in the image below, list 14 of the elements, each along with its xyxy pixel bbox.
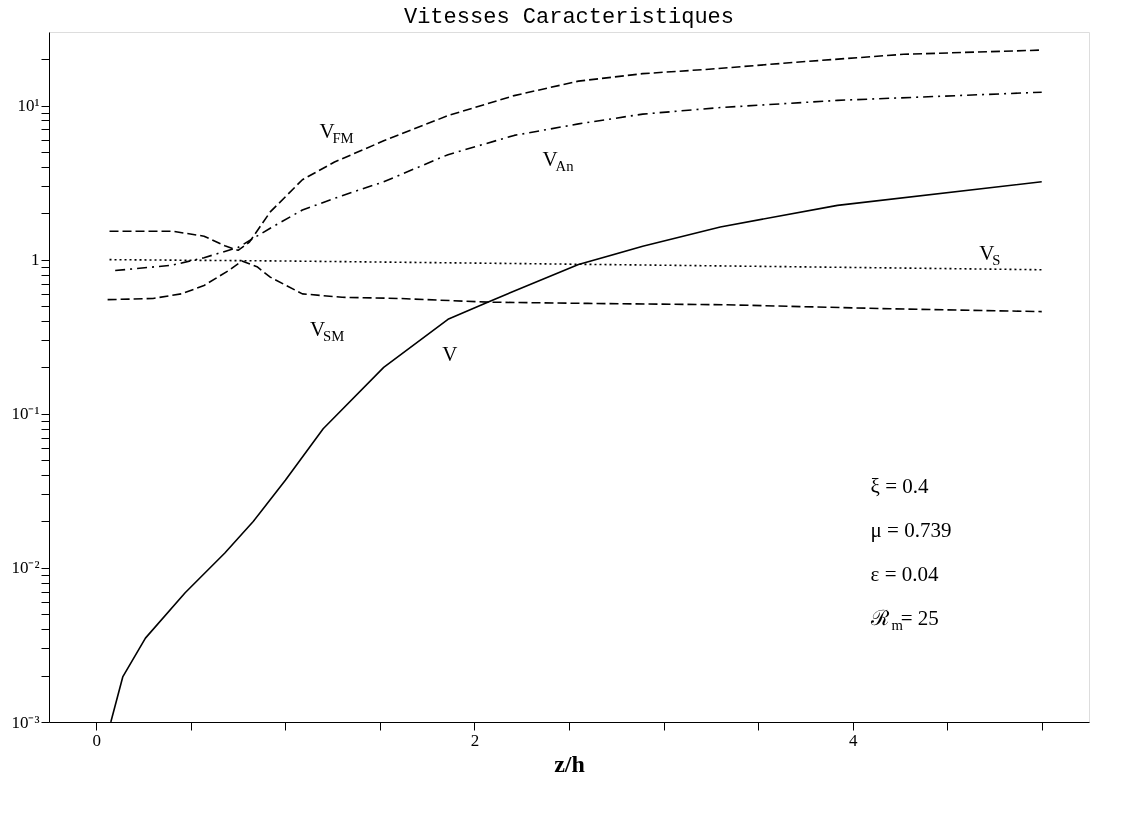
annotation: ξ = 0.4: [870, 474, 930, 499]
y-tick-label: 1: [31, 250, 40, 270]
x-tick-label: 0: [92, 730, 102, 750]
chart-title: Vitesses Caracteristiques: [403, 5, 735, 30]
x-tick-label: 2: [470, 730, 480, 750]
x-axis-title: z/h: [554, 750, 585, 777]
annotation: μ = 0.739: [870, 518, 952, 543]
y-tick-label: 10⁻¹: [11, 404, 40, 424]
x-tick-label: 4: [848, 730, 858, 750]
annotation: ε = 0.04: [870, 562, 940, 587]
series-label: V: [442, 342, 458, 367]
y-tick-label: 10¹: [17, 96, 40, 116]
y-tick-label: 10⁻³: [11, 712, 40, 732]
y-tick-label: 10⁻²: [11, 558, 40, 578]
